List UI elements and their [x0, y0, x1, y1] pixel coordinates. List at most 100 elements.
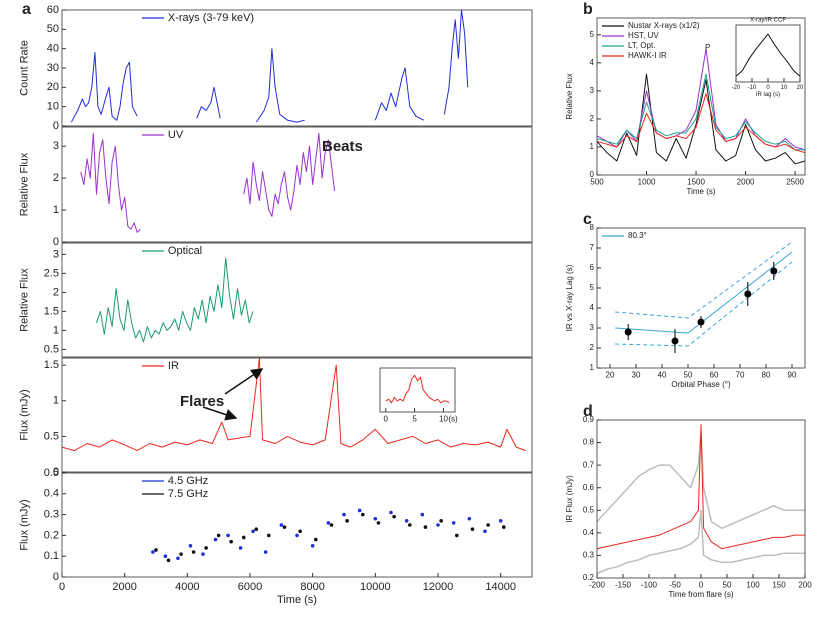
- y-tick-label: 2: [590, 114, 595, 123]
- y-tick-label: 1: [590, 142, 595, 151]
- y-axis-label: IR Flux (mJy): [565, 475, 574, 523]
- data-line: [70, 9, 469, 123]
- data-line: [96, 257, 254, 343]
- data-point: [389, 510, 393, 515]
- x-axis-label: Time (s): [686, 187, 715, 196]
- legend-label: LT, Opt.: [628, 41, 655, 50]
- y-axis-label: Flux (mJy): [19, 389, 31, 440]
- y-tick-label: 30: [47, 62, 59, 74]
- inset-background: [736, 25, 800, 82]
- data-point: [486, 523, 490, 527]
- data-point: [310, 544, 315, 548]
- y-tick-label: 2: [53, 286, 59, 298]
- data-line: [615, 241, 793, 319]
- data-line: [596, 509, 805, 575]
- data-point: [770, 267, 778, 275]
- x-tick-label: 2000: [737, 177, 755, 186]
- y-tick-label: 50: [47, 23, 59, 35]
- y-tick-label: 3: [53, 140, 59, 152]
- data-point: [404, 519, 409, 523]
- data-line: [596, 93, 806, 154]
- data-point: [671, 337, 679, 345]
- data-point: [345, 519, 349, 523]
- y-tick-label: 0: [53, 466, 59, 478]
- y-tick-label: 1: [53, 324, 59, 336]
- x-tick-label: 4000: [175, 581, 199, 593]
- legend-label: Optical: [168, 245, 202, 257]
- data-point: [216, 533, 221, 538]
- data-point: [238, 546, 243, 550]
- arrow: [202, 406, 238, 421]
- data-point: [229, 539, 233, 544]
- data-line: [61, 357, 526, 452]
- x-tick-label: 90: [788, 370, 797, 379]
- data-point: [420, 512, 425, 517]
- y-tick-label: 0: [53, 236, 59, 248]
- data-point: [326, 521, 331, 525]
- y-tick-label: 2: [590, 343, 595, 352]
- y-tick-label: 5: [590, 30, 595, 39]
- x-tick-label: 10: [781, 85, 788, 91]
- data-point: [226, 533, 230, 538]
- x-tick-label: 10: [439, 414, 448, 423]
- axes-frame: [61, 126, 533, 243]
- y-tick-label: 0: [53, 120, 59, 132]
- arrow: [224, 368, 264, 395]
- y-tick-label: 40: [47, 43, 59, 55]
- data-point: [191, 550, 196, 554]
- annotation: Beats: [322, 138, 363, 155]
- legend-label: 7.5 GHz: [168, 488, 208, 500]
- x-tick-label: 80: [762, 370, 771, 379]
- data-point: [470, 527, 475, 531]
- data-point: [373, 516, 378, 521]
- panel: 0 1 2 3 Relative Flux UV Beats: [19, 126, 533, 248]
- data-line: [615, 261, 793, 347]
- data-point: [241, 535, 246, 540]
- data-point: [201, 552, 205, 556]
- data-point: [295, 533, 299, 538]
- x-tick-label: 0: [59, 581, 65, 593]
- y-tick-label: 0.5: [44, 343, 59, 355]
- y-tick-label: 60: [47, 4, 59, 16]
- data-point: [263, 550, 268, 554]
- data-point: [498, 519, 503, 523]
- data-line: [615, 251, 793, 334]
- axes-frame: [61, 242, 533, 358]
- x-tick-label: 20: [797, 85, 804, 91]
- y-tick-label: 8: [590, 223, 595, 232]
- data-point: [179, 552, 183, 556]
- x-tick-label: -100: [641, 580, 658, 589]
- panel-label: b: [583, 1, 593, 18]
- y-tick-label: 0.3: [583, 551, 595, 560]
- data-point: [483, 529, 487, 534]
- x-axis-label: Orbital Phase (°): [671, 380, 731, 389]
- data-point: [361, 512, 365, 517]
- x-tick-label: 10000: [360, 581, 391, 593]
- y-tick-label: 0.9: [583, 415, 595, 424]
- data-point: [267, 533, 271, 538]
- panel-label: d: [583, 403, 593, 420]
- y-tick-label: 1: [590, 363, 595, 372]
- x-tick-label: 40: [658, 370, 667, 379]
- y-tick-label: 0.2: [583, 573, 595, 582]
- y-tick-label: 6: [590, 263, 595, 272]
- x-tick-label: 8000: [300, 581, 324, 593]
- data-point: [329, 523, 334, 527]
- data-point: [298, 529, 302, 534]
- x-tick-label: 6000: [238, 581, 262, 593]
- x-axis-label: (s): [448, 414, 458, 423]
- annotation: P: [705, 43, 710, 52]
- axes-frame: [735, 24, 801, 83]
- x-axis-label: IR lag (s): [756, 92, 780, 98]
- panel: 0 5 10 (s): [379, 367, 458, 423]
- data-line: [596, 73, 806, 165]
- x-tick-label: -20: [732, 85, 741, 91]
- axes-frame: [596, 17, 806, 176]
- data-point: [279, 523, 284, 527]
- axes-frame: [596, 227, 806, 369]
- x-tick-label: -150: [615, 580, 632, 589]
- y-tick-label: 0.4: [44, 488, 59, 500]
- legend-label: X-rays (3-79 keV): [168, 12, 254, 24]
- data-point: [697, 318, 705, 326]
- x-tick-label: 14000: [485, 581, 516, 593]
